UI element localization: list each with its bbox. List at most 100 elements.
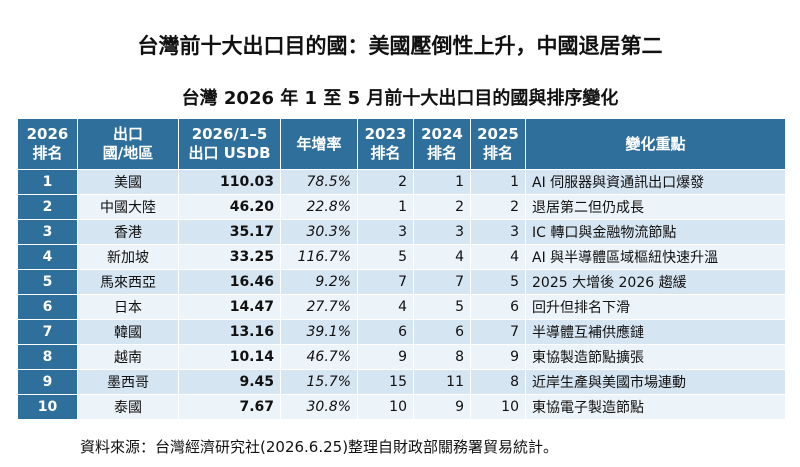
header-text: 2023	[364, 125, 407, 143]
header-text: 國/地區	[102, 144, 154, 162]
table-cell: 3	[413, 219, 471, 245]
table-cell: 7	[413, 269, 471, 295]
table-row: 2 中國大陸 46.20 22.8% 1 2 2 退居第二但仍成長	[17, 194, 786, 220]
table-cell: 馬來西亞	[77, 269, 179, 295]
table-cell: 10	[357, 394, 414, 420]
table-cell: 10	[470, 394, 526, 420]
table-row: 1 美國 110.03 78.5% 2 1 1 AI 伺服器與資通訊出口爆發	[17, 169, 786, 195]
title: 台灣前十大出口目的國：美國壓倒性上升，中國退居第二	[137, 34, 663, 58]
header-text: 排名	[32, 144, 63, 162]
table-cell: 9.2%	[280, 269, 358, 295]
table-cell: 8	[413, 344, 471, 370]
table-cell: 7	[357, 269, 414, 295]
table-cell: 14.47	[178, 294, 281, 320]
header-text: 2024	[421, 125, 463, 143]
table-cell: 9	[470, 344, 526, 370]
table-cell: 9.45	[178, 369, 281, 395]
table-cell: 4	[357, 294, 414, 320]
table-cell: 11	[413, 369, 471, 395]
table-row: 4 新加坡 33.25 116.7% 5 4 4 AI 與半導體區域樞紐快速升溫	[17, 244, 786, 270]
table-cell: 6	[413, 319, 471, 345]
header-text: 排名	[426, 144, 457, 162]
rank-cell: 2	[17, 194, 78, 220]
header-text: 排名	[370, 144, 401, 162]
header-text: 排名	[482, 144, 513, 162]
table-cell: 6	[470, 294, 526, 320]
table: 2026 排名 出口 國/地區 2026/1–5 出口 USDB 年增率 2023 排名 2024…	[17, 118, 786, 420]
table-cell: 東協製造節點擴張	[525, 344, 786, 370]
table-cell: 新加坡	[77, 244, 179, 270]
table-cell: 15.7%	[280, 369, 358, 395]
table-cell: 3	[357, 219, 414, 245]
table-row: 10 泰國 7.67 30.8% 10 9 10 東協電子製造節點	[17, 394, 786, 420]
header-text: 2025	[477, 125, 519, 143]
table-cell: 7.67	[178, 394, 281, 420]
table-cell: 39.1%	[280, 319, 358, 345]
table-cell: 6	[357, 319, 414, 345]
rank-cell: 3	[17, 219, 78, 245]
header-cell: 2025 排名	[470, 118, 526, 170]
table-cell: 46.20	[178, 194, 281, 220]
table-cell: 2025 大增後 2026 趨緩	[525, 269, 786, 295]
table-cell: 3	[470, 219, 526, 245]
table-cell: 110.03	[178, 169, 281, 195]
table-cell: 墨西哥	[77, 369, 179, 395]
table-cell: 9	[413, 394, 471, 420]
table-cell: 27.7%	[280, 294, 358, 320]
table-cell: AI 與半導體區域樞紐快速升溫	[525, 244, 786, 270]
table-cell: 退居第二但仍成長	[525, 194, 786, 220]
header-cell: 2023 排名	[357, 118, 414, 170]
table-cell: 泰國	[77, 394, 179, 420]
header-cell: 年增率	[280, 118, 358, 170]
table-cell: 中國大陸	[77, 194, 179, 220]
table-row: 9 墨西哥 9.45 15.7% 15 11 8 近岸生產與美國市場連動	[17, 369, 786, 395]
header-text: 變化重點	[625, 134, 686, 153]
table-row: 6 日本 14.47 27.7% 4 5 6 回升但排名下滑	[17, 294, 786, 320]
table-cell: 2	[413, 194, 471, 220]
table-cell: 1	[413, 169, 471, 195]
table-row: 7 韓國 13.16 39.1% 6 6 7 半導體互補供應鏈	[17, 319, 786, 345]
table-cell: AI 伺服器與資通訊出口爆發	[525, 169, 786, 195]
rank-cell: 9	[17, 369, 78, 395]
table-cell: 16.46	[178, 269, 281, 295]
rank-cell: 6	[17, 294, 78, 320]
table-cell: 8	[470, 369, 526, 395]
header-cell: 變化重點	[525, 118, 786, 170]
subtitle: 台灣 2026 年 1 至 5 月前十大出口目的國與排序變化	[181, 88, 619, 109]
table-cell: IC 轉口與金融物流節點	[525, 219, 786, 245]
header-cell: 出口 國/地區	[77, 118, 179, 170]
header-text: 2026/1–5	[191, 125, 268, 143]
table-cell: 5	[357, 244, 414, 270]
table-cell: 46.7%	[280, 344, 358, 370]
table-cell: 越南	[77, 344, 179, 370]
table-cell: 5	[413, 294, 471, 320]
table-cell: 回升但排名下滑	[525, 294, 786, 320]
table-cell: 35.17	[178, 219, 281, 245]
table-cell: 9	[357, 344, 414, 370]
table-cell: 4	[470, 244, 526, 270]
table-cell: 2	[357, 169, 414, 195]
rank-cell: 4	[17, 244, 78, 270]
rank-cell: 8	[17, 344, 78, 370]
table-cell: 日本	[77, 294, 179, 320]
table-cell: 22.8%	[280, 194, 358, 220]
rank-cell: 10	[17, 394, 78, 420]
table-cell: 13.16	[178, 319, 281, 345]
table-cell: 15	[357, 369, 414, 395]
table-cell: 7	[470, 319, 526, 345]
table-cell: 33.25	[178, 244, 281, 270]
table-cell: 78.5%	[280, 169, 358, 195]
table-cell: 韓國	[77, 319, 179, 345]
header-cell: 2026/1–5 出口 USDB	[178, 118, 281, 170]
table-cell: 10.14	[178, 344, 281, 370]
table-cell: 半導體互補供應鏈	[525, 319, 786, 345]
header-text: 年增率	[296, 134, 342, 153]
table-cell: 5	[470, 269, 526, 295]
rank-cell: 7	[17, 319, 78, 345]
table-cell: 香港	[77, 219, 179, 245]
header-cell: 2026 排名	[17, 118, 78, 170]
header-cell: 2024 排名	[413, 118, 471, 170]
rank-cell: 5	[17, 269, 78, 295]
header-text: 2026	[26, 125, 69, 143]
table-cell: 東協電子製造節點	[525, 394, 786, 420]
